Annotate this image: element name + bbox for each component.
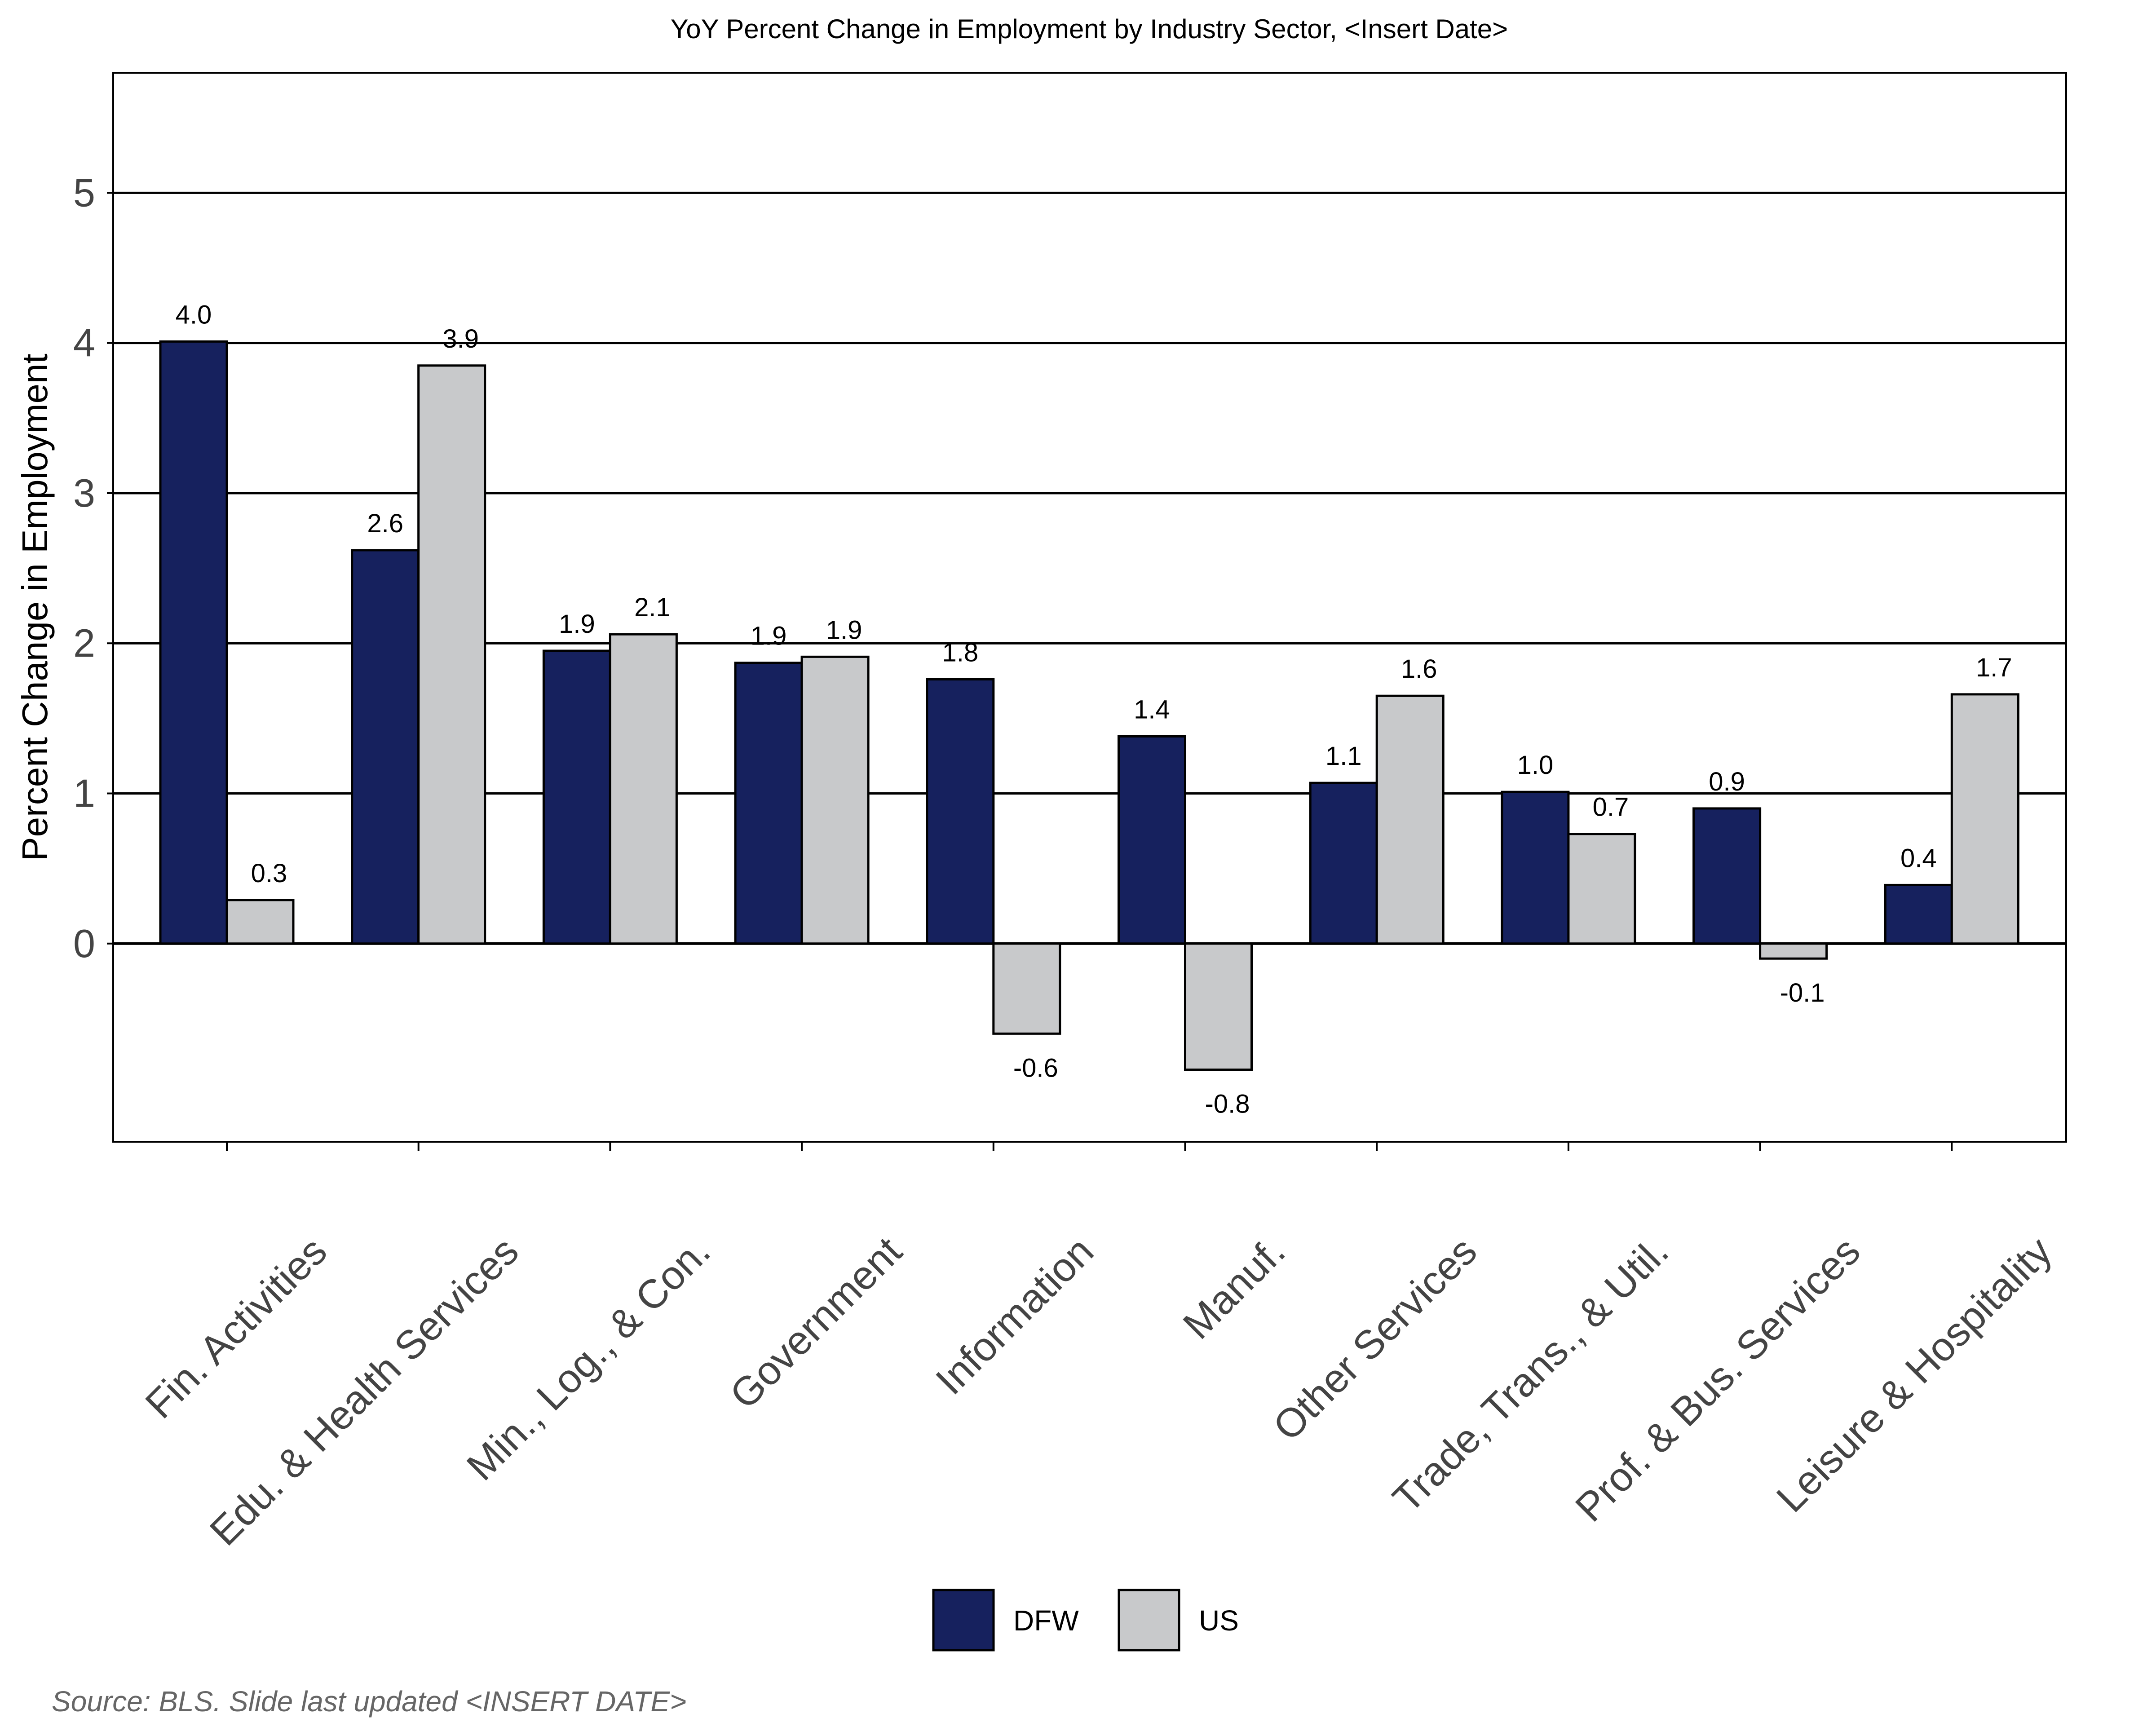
bar-dfw-3: [734, 662, 803, 945]
bar-us-6: [1375, 694, 1445, 945]
data-label-dfw-0: 4.0: [176, 300, 212, 329]
legend: DFW US: [932, 1589, 1239, 1652]
data-label-us-9: 1.7: [1976, 653, 2012, 682]
plot-frame: [112, 72, 2067, 1143]
y-tick-label-1: 1: [73, 771, 95, 815]
data-label-us-7: 0.7: [1593, 793, 1629, 822]
data-label-us-4: -0.6: [1013, 1053, 1058, 1082]
bar-us-8: [1759, 942, 1828, 960]
legend-label-us: US: [1199, 1604, 1239, 1637]
source-note: Source: BLS. Slide last updated <INSERT …: [52, 1685, 686, 1718]
y-axis-label: Percent Change in Employment: [15, 353, 55, 861]
bar-dfw-8: [1692, 807, 1762, 945]
data-label-dfw-6: 1.1: [1325, 742, 1362, 771]
bar-dfw-4: [926, 678, 995, 945]
legend-swatch-us: [1118, 1589, 1180, 1652]
y-tick-label-3: 3: [73, 471, 95, 515]
data-label-us-0: 0.3: [251, 859, 287, 888]
bar-us-2: [609, 633, 678, 945]
data-label-us-2: 2.1: [634, 593, 671, 622]
data-label-dfw-2: 1.9: [559, 610, 595, 639]
bar-us-9: [1950, 693, 2019, 945]
legend-label-dfw: DFW: [1013, 1604, 1079, 1637]
y-tick-label-0: 0: [73, 921, 95, 966]
y-tick-layer: 0 1 2 3 4 5: [73, 170, 113, 966]
y-tick-label-5: 5: [73, 170, 95, 215]
bar-us-1: [417, 364, 486, 945]
bar-dfw-2: [542, 649, 611, 945]
data-label-layer: 4.0 0.3 2.6 3.9 1.9 2.1 1.9 1.9 1.8 -0.6 1.4 -0.8 1.…: [176, 300, 2012, 1118]
bar-us-3: [800, 655, 870, 945]
bar-dfw-7: [1501, 791, 1570, 945]
bar-dfw-6: [1309, 782, 1378, 945]
data-label-dfw-7: 1.0: [1517, 751, 1554, 780]
bar-dfw-5: [1118, 735, 1186, 945]
data-label-dfw-9: 0.4: [1900, 844, 1937, 873]
data-label-us-3: 1.9: [826, 615, 862, 645]
bar-us-0: [225, 899, 295, 945]
bar-dfw-1: [351, 549, 420, 945]
bar-dfw-9: [1884, 883, 1953, 945]
bar-us-7: [1567, 833, 1636, 945]
data-label-dfw-8: 0.9: [1709, 767, 1745, 796]
data-label-us-1: 3.9: [442, 324, 479, 353]
data-label-us-5: -0.8: [1205, 1090, 1250, 1119]
bar-dfw-0: [159, 340, 228, 945]
bar-us-5: [1184, 942, 1253, 1071]
data-label-dfw-4: 1.8: [942, 638, 978, 667]
y-tick-label-2: 2: [73, 621, 95, 665]
data-label-dfw-3: 1.9: [751, 622, 787, 651]
data-label-us-8: -0.1: [1780, 978, 1825, 1007]
chart-title: YoY Percent Change in Employment by Indu…: [671, 14, 1508, 44]
legend-swatch-dfw: [932, 1589, 995, 1652]
data-label-dfw-1: 2.6: [367, 509, 403, 538]
y-tick-label-4: 4: [73, 321, 95, 365]
data-label-dfw-5: 1.4: [1134, 695, 1170, 724]
bar-us-4: [992, 942, 1061, 1035]
data-label-us-6: 1.6: [1401, 654, 1437, 684]
bar-layer: [159, 340, 2019, 1071]
